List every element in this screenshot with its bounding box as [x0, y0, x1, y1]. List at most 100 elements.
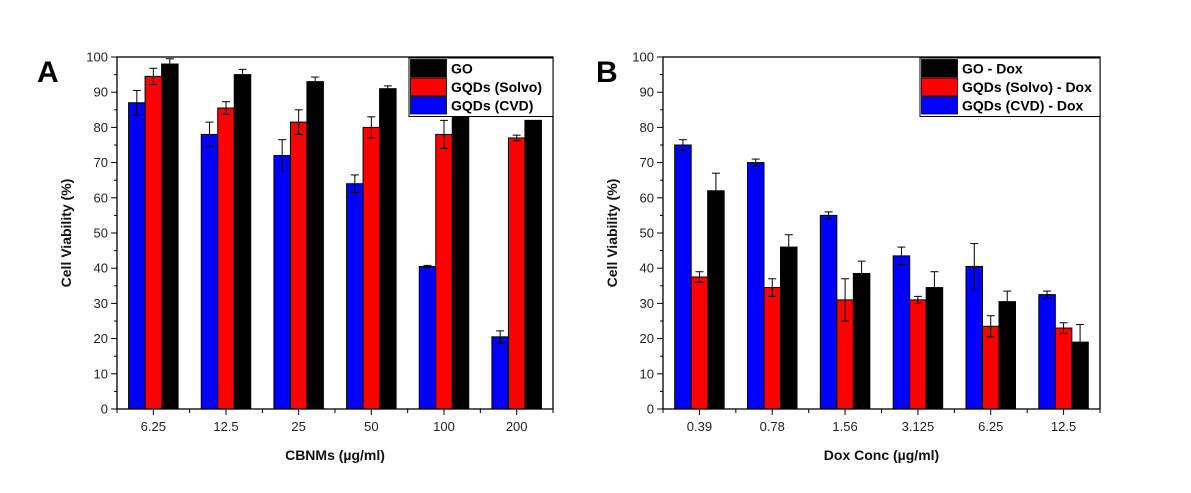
bar [707, 190, 725, 410]
error-bar [294, 109, 303, 135]
panel-letter: A [37, 56, 59, 89]
error-bar [1076, 324, 1085, 361]
error-bar [784, 234, 793, 260]
chart-panel-b: B 0.39 0.78 1.56 3.125 6.25 12.5 0 10 20 30 40 50 60 7… [596, 50, 1101, 463]
error-bar [512, 134, 521, 142]
error-bar [857, 260, 866, 287]
error-bar [278, 139, 287, 172]
x-tick-label: 50 [364, 419, 378, 434]
x-tick-label: 12.5 [1051, 419, 1076, 434]
y-tick-label: 70 [640, 155, 654, 170]
chart-panel-a: A 6.25 12.5 25 50 100 200 0 10 20 30 40 50 60 70 80 90 10… [37, 50, 554, 463]
error-bar [695, 271, 704, 283]
x-tick-label: 100 [433, 419, 455, 434]
y-tick-label: 60 [94, 190, 108, 205]
x-tick-label: 200 [506, 419, 528, 434]
error-bar [311, 76, 320, 87]
legend-swatch [410, 77, 447, 96]
y-tick-label: 100 [86, 50, 108, 65]
error-bar [1059, 322, 1068, 334]
bar [346, 183, 364, 410]
x-tick-label: 12.5 [213, 419, 238, 434]
bar [780, 246, 798, 410]
bar [306, 81, 324, 410]
bar [144, 75, 163, 410]
error-bar [132, 89, 141, 116]
legend-label: GQDs (Solvo) - Dox [962, 79, 1092, 95]
legend-swatch [921, 59, 958, 78]
bar [435, 133, 453, 410]
bar [451, 112, 470, 410]
legend-label: GO [451, 61, 473, 77]
bar [379, 88, 397, 410]
legend-label: GQDs (CVD) [451, 98, 533, 114]
y-tick-label: 90 [640, 85, 654, 100]
y-tick-label: 80 [640, 120, 654, 135]
panel-letter: B [596, 56, 618, 89]
bar [892, 255, 911, 410]
bar [507, 137, 526, 410]
x-axis-title: CBNMs (µg/ml) [285, 447, 385, 463]
error-bar [1043, 290, 1052, 299]
y-tick-label: 40 [640, 261, 654, 276]
bar [763, 287, 781, 410]
bar [362, 126, 381, 410]
y-tick-label: 60 [640, 190, 654, 205]
legend-label: GQDs (CVD) - Dox [962, 98, 1084, 114]
y-tick-label: 30 [94, 296, 108, 311]
bar [909, 299, 927, 410]
bar [200, 133, 219, 410]
error-bar [205, 121, 214, 148]
x-tick-label: 3.125 [902, 419, 935, 434]
y-tick-label: 40 [94, 261, 108, 276]
bar [491, 336, 509, 410]
error-bar [383, 85, 392, 92]
error-bar [913, 295, 922, 304]
y-tick-label: 20 [640, 331, 654, 346]
legend-swatch [410, 59, 447, 78]
x-tick-label: 25 [291, 419, 305, 434]
bar [1038, 294, 1056, 410]
y-tick-label: 0 [101, 402, 108, 417]
bar [289, 121, 308, 410]
bar [747, 162, 765, 410]
legend-swatch [921, 96, 958, 115]
bar [217, 107, 235, 410]
error-bar [841, 278, 850, 322]
x-tick-label: 0.78 [760, 419, 785, 434]
error-bar [165, 58, 174, 70]
error-bar [350, 174, 359, 194]
error-bar [238, 68, 247, 81]
y-tick-label: 50 [640, 226, 654, 241]
bar [418, 265, 437, 410]
bar [690, 276, 709, 410]
legend-label: GQDs (Solvo) [451, 79, 542, 95]
legend: GO GQDs (Solvo) GQDs (CVD) [408, 57, 554, 117]
error-bar [496, 330, 505, 344]
error-bar [149, 67, 158, 85]
error-bar [970, 243, 979, 290]
y-tick-label: 10 [94, 366, 108, 381]
bar [925, 287, 944, 410]
error-bar [678, 139, 687, 151]
y-tick-label: 70 [94, 155, 108, 170]
legend-swatch [410, 96, 447, 115]
error-bar [986, 315, 995, 338]
bar [998, 301, 1016, 410]
y-tick-label: 50 [94, 226, 108, 241]
y-tick-label: 10 [640, 366, 654, 381]
error-bar [897, 246, 906, 266]
legend-swatch [921, 77, 958, 96]
x-tick-label: 6.25 [141, 419, 166, 434]
error-bar [367, 116, 376, 139]
y-tick-label: 20 [94, 331, 108, 346]
x-tick-label: 6.25 [978, 419, 1003, 434]
error-bar [222, 101, 230, 115]
error-bar [423, 264, 432, 268]
y-tick-label: 0 [647, 402, 654, 417]
bar [982, 325, 1000, 410]
bar [1054, 327, 1073, 410]
error-bar [1003, 290, 1012, 313]
error-bar [711, 172, 720, 209]
